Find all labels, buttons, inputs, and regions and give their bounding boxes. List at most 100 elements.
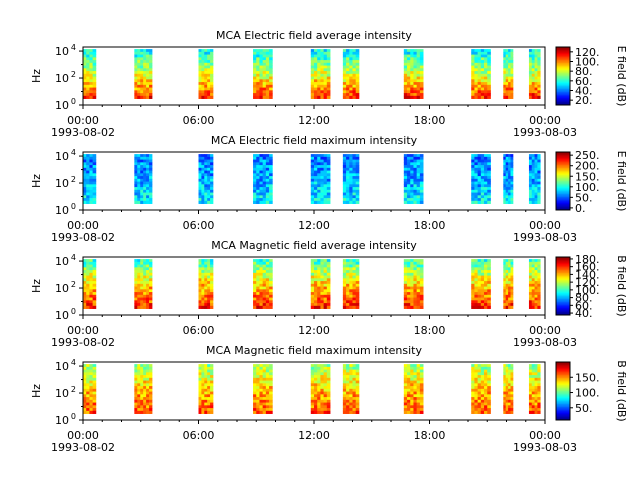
colorbar-segment [556,373,570,376]
colorbar-segment [556,383,570,386]
colorbar-segment [556,163,570,166]
colorbar-frame [555,46,571,106]
colorbar-segment [556,207,570,210]
y-tick-exponent: 0 [71,202,76,211]
colorbar-segment [556,372,570,375]
colorbar-tick-label: 150. [575,371,600,384]
x-tick-label: 12:00 [298,219,330,232]
x-tick-label: 1993-08-02 [51,126,115,139]
colorbar-segment [556,170,570,173]
x-tick-label: 00:00 [67,219,99,232]
colorbar-segment [556,185,570,188]
colorbar-segment [556,77,570,80]
spectrogram-block [198,259,214,309]
colorbar-segment [556,414,570,417]
colorbar-segment [556,166,570,169]
colorbar-segment [556,275,570,278]
x-tick-label: 18:00 [414,324,446,337]
colorbar-segment [556,178,570,181]
x-tick-label: 1993-08-03 [513,231,577,244]
colorbar-segment [556,102,570,105]
colorbar-segment [556,287,570,290]
colorbar-segment [556,173,570,176]
y-tick-label: 10 [55,414,69,427]
x-tick-label: 00:00 [67,324,99,337]
colorbar-tick-label: 140. [575,268,600,281]
colorbar-segment [556,70,570,73]
colorbar-segment [556,257,570,259]
colorbar-segment [556,288,570,291]
spectrogram-block [198,364,214,414]
colorbar-tick-label: 60. [575,299,593,312]
colorbar-segment [556,165,570,167]
colorbar-tick-label: 180. [575,253,600,266]
colorbar-segment [556,300,570,303]
x-tick-label: 00:00 [67,429,99,442]
colorbar-segment [556,391,570,393]
panel-title: MCA Magnetic field average intensity [211,239,417,252]
spectrogram-block [83,364,97,414]
colorbar-segment [556,96,570,99]
colorbar-segment [556,304,570,307]
x-tick-label: 18:00 [414,429,446,442]
colorbar-tick-label: 120. [575,276,600,289]
x-tick-label: 1993-08-03 [513,441,577,454]
y-axis-label: Hz [30,279,43,293]
spectrogram-block [198,154,214,204]
colorbar-tick-label: 200. [575,160,600,173]
colorbar-segment [556,55,570,58]
spectrogram-block [310,364,331,414]
colorbar-segment [556,310,570,313]
colorbar-segment [556,57,570,60]
colorbar-segment [556,277,570,280]
colorbar-segment [556,152,570,154]
colorbar-segment [556,398,570,401]
colorbar-tick-label: 160. [575,261,600,274]
colorbar-segment [556,408,570,411]
spectrogram-block [253,364,273,414]
colorbar-segment [556,51,570,54]
colorbar-segment [556,262,570,265]
colorbar-segment [556,183,570,186]
colorbar-segment [556,309,570,312]
colorbar-segment [556,65,570,68]
colorbar-segment [556,307,570,310]
colorbar-segment [556,409,570,412]
colorbar-segment [556,366,570,369]
colorbar-segment [556,281,570,284]
y-tick-exponent: 4 [71,253,76,262]
colorbar-segment [556,93,570,96]
colorbar: 0.50.100.150.200.250. E field (dB) [555,149,628,215]
spectrogram-block [310,154,331,204]
y-tick-label: 10 [55,150,69,163]
colorbar-segment [556,188,570,191]
y-tick-label: 10 [55,204,69,217]
colorbar-segment [556,290,570,293]
spectrogram-block [403,49,424,99]
y-tick-label: 10 [55,177,69,190]
colorbar-tick-label: 80. [575,65,593,78]
colorbar-segment [556,280,570,283]
colorbar: 20.40.60.80.100.120. E field (dB) [555,46,628,107]
colorbar-segment [556,61,570,64]
colorbar-segment [556,191,570,194]
colorbar-segment [556,90,570,93]
y-tick-exponent: 2 [71,280,76,289]
spectrogram-block [310,49,331,99]
colorbar-segment [556,270,570,272]
spectrogram-block [342,259,360,309]
spectrogram-block [342,364,360,414]
colorbar-segment [556,192,570,195]
y-axis-label: Hz [30,384,43,398]
colorbar-segment [556,402,570,405]
colorbar-segment [556,80,570,83]
colorbar-segment [556,380,570,383]
spectrogram-block [253,259,273,309]
colorbar-segment [556,176,570,179]
x-tick-label: 06:00 [183,429,215,442]
spectrogram-block [528,259,541,309]
colorbar-segment [556,377,570,380]
